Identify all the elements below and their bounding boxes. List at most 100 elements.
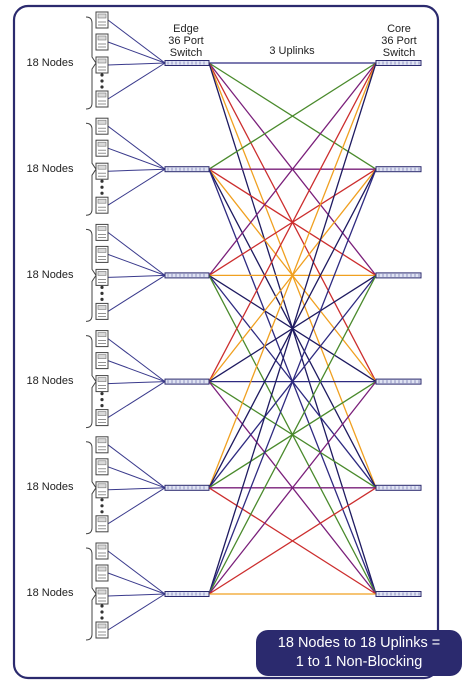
node-link-line xyxy=(107,168,166,206)
edge-switch-icon xyxy=(164,378,210,385)
node-group-label: 18 Nodes xyxy=(26,481,74,493)
node-group-bracket xyxy=(85,335,97,429)
ellipsis-dot xyxy=(100,285,104,289)
server-icon xyxy=(95,352,109,370)
ellipsis-dot xyxy=(100,191,104,195)
ellipsis-dot xyxy=(100,297,104,301)
node-link-line xyxy=(107,168,166,172)
uplink-line xyxy=(208,62,377,170)
edge-switch-icon xyxy=(164,60,210,66)
switches xyxy=(164,60,422,597)
uplink-line xyxy=(208,168,377,595)
node-link-line xyxy=(107,487,166,525)
callout-line-2: 1 to 1 Non-Blocking xyxy=(295,654,423,670)
ellipsis-dot xyxy=(100,291,104,295)
node-link-line xyxy=(107,572,166,595)
node-link-line xyxy=(107,338,166,382)
server-icon xyxy=(95,56,109,74)
node-group-bracket xyxy=(85,441,97,535)
server-icon xyxy=(95,436,109,454)
node-link-line xyxy=(107,62,166,100)
node-link-line xyxy=(107,444,166,489)
node-link-line xyxy=(107,253,166,276)
server-icon xyxy=(95,515,109,533)
ellipsis-dot xyxy=(100,498,104,502)
server-icon xyxy=(95,162,109,180)
server-icon xyxy=(95,90,109,108)
uplink-mesh xyxy=(208,62,377,595)
server-icon xyxy=(95,481,109,499)
server-icon xyxy=(95,223,109,241)
server-icon xyxy=(95,587,109,605)
server-icon xyxy=(95,268,109,286)
server-icon xyxy=(95,245,109,263)
node-group-label: 18 Nodes xyxy=(26,57,74,69)
server-icon xyxy=(95,409,109,427)
uplink-line xyxy=(208,62,377,276)
node-link-line xyxy=(107,593,166,631)
server-icon xyxy=(95,33,109,51)
server-icon xyxy=(95,375,109,393)
ellipsis-dot xyxy=(100,404,104,408)
uplink-line xyxy=(208,62,377,382)
ellipsis-dot xyxy=(100,185,104,189)
server-icon xyxy=(95,139,109,157)
node-group-label: 18 Nodes xyxy=(26,375,74,387)
ellipsis-dot xyxy=(100,79,104,83)
server-icon xyxy=(95,11,109,29)
ellipsis-dot xyxy=(100,616,104,620)
uplink-line xyxy=(208,275,377,595)
core-label-line-1: Core xyxy=(387,23,411,35)
edge-switch-icon xyxy=(164,591,210,597)
server-icon xyxy=(95,330,109,348)
edge-switch-icon xyxy=(164,272,210,279)
ellipsis-dot xyxy=(100,398,104,402)
server-icon xyxy=(95,458,109,476)
node-group-bracket xyxy=(85,228,97,322)
server-icon xyxy=(95,196,109,214)
ellipsis-dot xyxy=(100,504,104,508)
node-link-line xyxy=(107,487,166,491)
server-icon xyxy=(95,117,109,135)
node-group-bracket xyxy=(85,16,97,110)
node-group-bracket xyxy=(85,122,97,216)
core-switch-icon xyxy=(375,60,422,66)
edge-switch-icon xyxy=(164,166,210,173)
edge-label-line-3: Switch xyxy=(170,47,202,59)
node-group-bracket xyxy=(85,547,97,641)
core-label-line-2: 36 Port xyxy=(381,35,416,47)
ellipsis-dot xyxy=(100,510,104,514)
core-switch-icon xyxy=(375,272,422,279)
node-link-line xyxy=(107,360,166,383)
node-link-line xyxy=(107,550,166,595)
core-switch-icon xyxy=(375,166,422,173)
uplink-line xyxy=(208,62,377,595)
edge-switch-icon xyxy=(164,484,210,491)
node-link-line xyxy=(107,381,166,385)
ellipsis-dot xyxy=(100,85,104,89)
core-switch-icon xyxy=(375,484,422,491)
uplinks-label: 3 Uplinks xyxy=(269,45,315,57)
server-icon xyxy=(95,564,109,582)
edge-label-line-2: 36 Port xyxy=(168,35,203,47)
node-link-line xyxy=(107,381,166,419)
node-link-line xyxy=(107,147,166,170)
node-link-line xyxy=(107,232,166,276)
server-icon xyxy=(95,621,109,639)
diagram-frame xyxy=(12,4,440,680)
ellipsis-dot xyxy=(100,604,104,608)
node-group-label: 18 Nodes xyxy=(26,269,74,281)
core-switch-icon xyxy=(375,591,422,597)
node-link-line xyxy=(107,19,166,64)
ellipsis-dot xyxy=(100,179,104,183)
ellipsis-dot xyxy=(100,610,104,614)
node-link-line xyxy=(107,593,166,597)
node-link-line xyxy=(107,41,166,64)
node-groups xyxy=(85,11,109,641)
node-link-line xyxy=(107,274,166,278)
core-switch-icon xyxy=(375,378,422,385)
node-group-label: 18 Nodes xyxy=(26,587,74,599)
core-label-line-3: Switch xyxy=(383,47,415,59)
node-group-label: 18 Nodes xyxy=(26,163,74,175)
node-link-line xyxy=(107,274,166,312)
